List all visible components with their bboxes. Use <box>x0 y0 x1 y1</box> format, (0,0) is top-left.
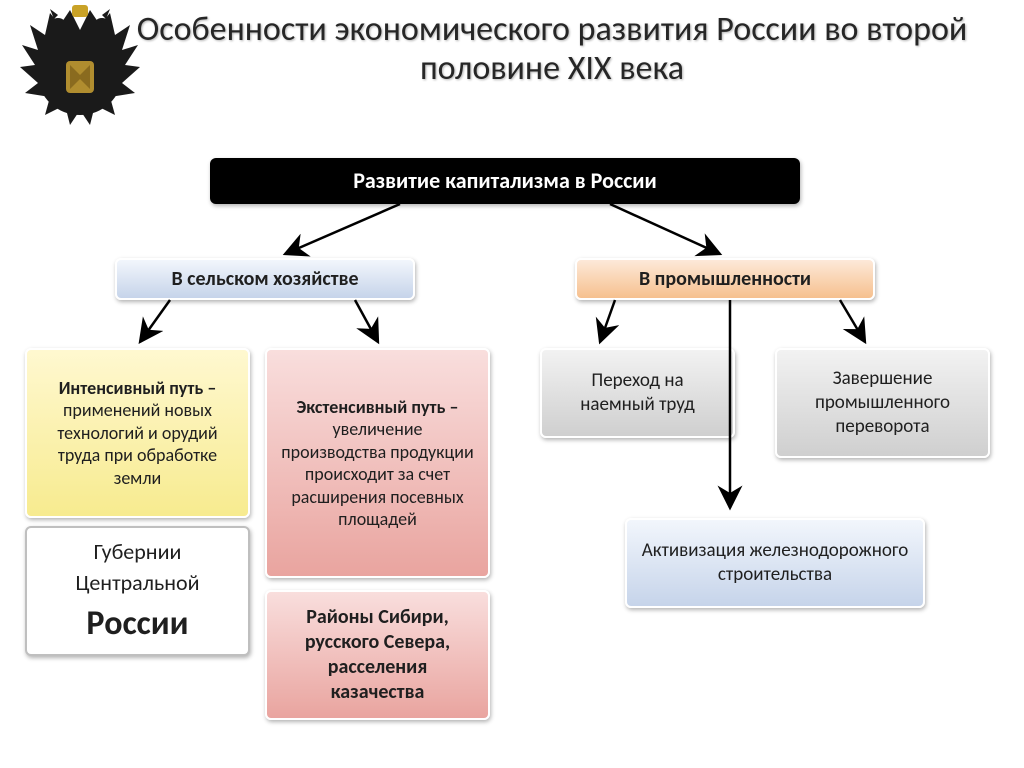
root-box: Развитие капитализма в России <box>210 158 800 204</box>
box-industrial-revolution: Завершение промышленного переворота <box>775 348 990 458</box>
box-intensive-path: Интенсивный путь – применений новых техн… <box>25 348 250 518</box>
box-central-russia: ГубернииЦентральнойРоссии <box>25 526 250 656</box>
box-siberia: Районы Сибири, русского Севера, расселен… <box>265 590 490 720</box>
slide-title: Особенности экономического развития Росс… <box>120 10 984 88</box>
box-extensive-path: Экстенсивный путь –увеличение производст… <box>265 348 490 578</box>
branch-industry: В промышленности <box>575 258 875 300</box>
box-railway: Активизация железнодорожного строительст… <box>625 518 925 608</box>
box-hired-labor: Переход на наемный труд <box>540 348 735 438</box>
branch-agriculture: В сельском хозяйстве <box>115 258 415 300</box>
